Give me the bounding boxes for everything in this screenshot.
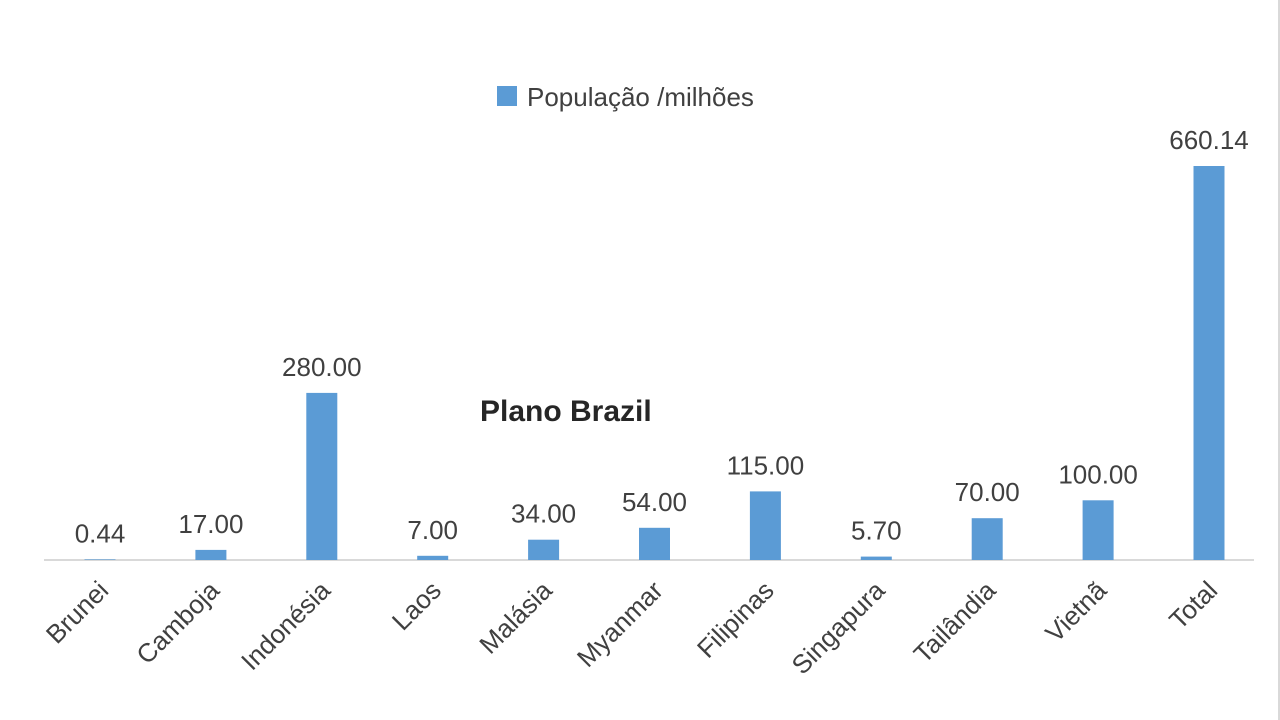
- data-label-vietna: 100.00: [1058, 459, 1138, 489]
- bar-filipinas: [749, 491, 781, 560]
- x-tick-label-brunei: Brunei: [40, 575, 114, 649]
- data-label-malasia: 34.00: [511, 499, 576, 529]
- bar-camboja: [195, 549, 227, 560]
- legend-label: População /milhões: [527, 82, 754, 112]
- data-label-filipinas: 115.00: [727, 450, 805, 480]
- x-tick-label-malasia: Malásia: [473, 575, 558, 660]
- data-label-tailandia: 70.00: [955, 477, 1020, 507]
- data-label-camboja: 17.00: [178, 509, 243, 539]
- x-tick-label-singapura: Singapura: [786, 575, 891, 680]
- data-label-singapura: 5.70: [851, 516, 902, 546]
- legend-swatch: [497, 86, 517, 106]
- x-tick-label-indonesia: Indonésia: [235, 575, 336, 676]
- bar-singapura: [860, 556, 892, 560]
- bar-myanmar: [639, 527, 670, 560]
- x-tick-label-total: Total: [1163, 575, 1223, 635]
- bars-group: [84, 166, 1225, 560]
- bar-tailandia: [971, 518, 1003, 560]
- data-label-brunei: 0.44: [75, 518, 126, 548]
- data-labels-group: 0.44 17.00 280.00 7.00 34.00 54.00 115.00 5.70 7…: [75, 125, 1249, 548]
- x-tick-label-filipinas: Filipinas: [691, 575, 780, 664]
- data-label-total: 660.14: [1169, 125, 1249, 155]
- x-tick-label-myanmar: Myanmar: [571, 575, 669, 673]
- legend: População /milhões: [497, 82, 754, 112]
- watermark-text: Plano Brazil: [480, 395, 652, 428]
- bar-total: [1193, 166, 1225, 560]
- bar-malasia: [528, 539, 560, 560]
- bar-brunei: [84, 559, 116, 560]
- bar-vietna: [1082, 500, 1114, 560]
- x-tick-label-laos: Laos: [386, 575, 447, 636]
- x-tick-label-vietna: Vietnã: [1039, 575, 1112, 648]
- x-tick-labels-group: Brunei Camboja Indonésia Laos Malásia Myanmar…: [40, 575, 1223, 680]
- data-label-laos: 7.00: [407, 515, 458, 545]
- bar-laos: [417, 555, 449, 560]
- data-label-indonesia: 280.00: [282, 352, 362, 382]
- data-label-myanmar: 54.00: [622, 487, 687, 517]
- bar-indonesia: [306, 392, 338, 560]
- x-tick-label-tailandia: Tailândia: [908, 575, 1002, 669]
- x-tick-label-camboja: Camboja: [130, 575, 225, 670]
